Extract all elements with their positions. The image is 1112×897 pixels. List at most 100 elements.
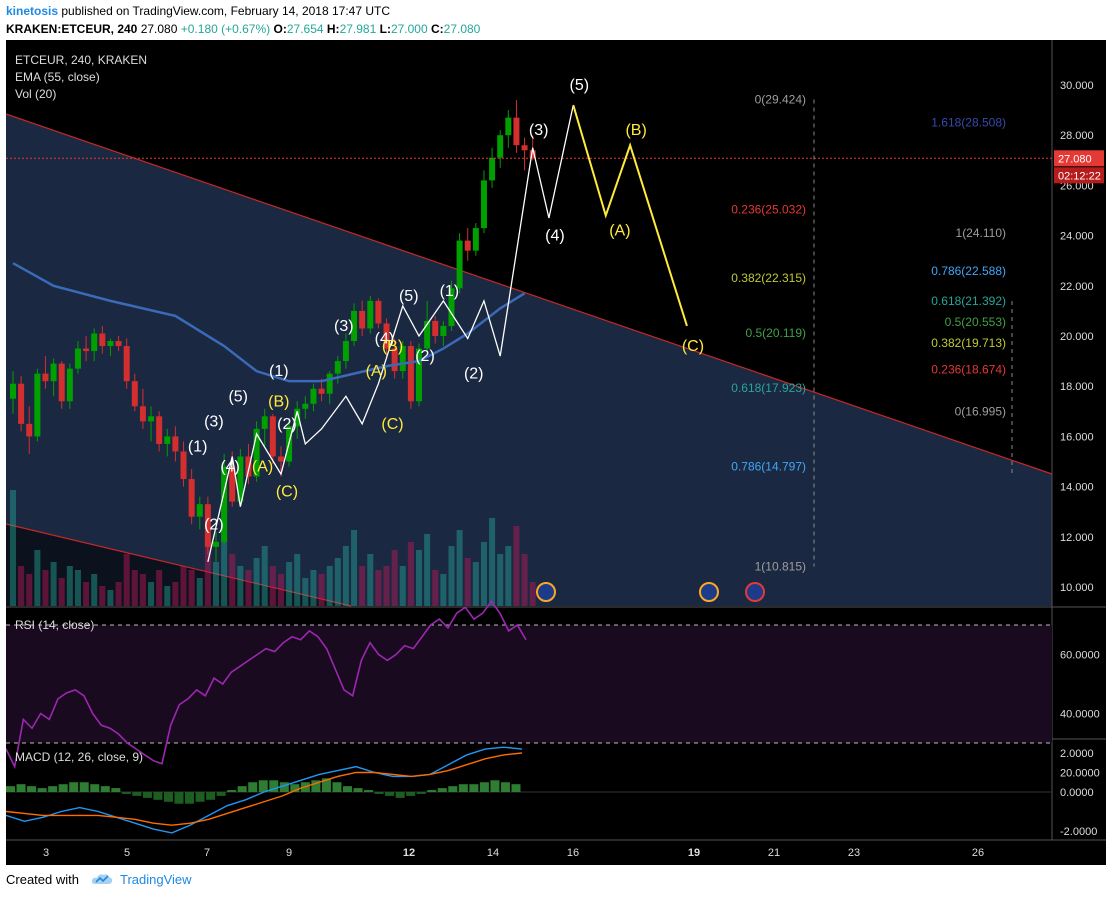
macd-histogram-bar: [79, 782, 89, 792]
candle-body: [229, 466, 236, 502]
volume-bar: [42, 570, 49, 606]
candle-body: [148, 416, 155, 422]
publish-line: kinetosis published on TradingView.com, …: [6, 4, 390, 18]
macd-line: [6, 746, 523, 834]
wave-label-yellow: (C): [381, 416, 403, 433]
chart-canvas[interactable]: 10.000 12.000 14.000 16.000 18.000 20.000 22.0…: [6, 40, 1106, 865]
volume-bar: [164, 586, 171, 606]
volume-bar: [480, 542, 487, 606]
candle-body: [448, 288, 455, 326]
price-tick-label: 22.000: [1060, 281, 1094, 293]
volume-bar: [10, 490, 16, 606]
macd-histogram-bar: [227, 790, 237, 792]
channel-fill: [6, 114, 1052, 606]
wave-label-white: (5): [228, 388, 248, 405]
wave-label-yellow: (B): [625, 122, 646, 139]
macd-histogram-bar: [406, 792, 416, 796]
macd-histogram-bar: [342, 786, 353, 792]
candle-body: [334, 361, 341, 374]
time-tick-label: 16: [567, 847, 579, 859]
fib-right-lower-label: 0.5(20.553): [945, 315, 1006, 329]
macd-histogram-bar: [448, 786, 458, 792]
macd-histogram-bar: [58, 784, 68, 792]
macd-histogram-bar: [469, 784, 479, 792]
volume-bar: [310, 570, 317, 606]
wave-label-white: (3): [334, 318, 354, 335]
macd-histogram-bar: [311, 780, 321, 792]
wave-label-white: (3): [529, 122, 549, 139]
countdown-text: 02:12:22: [1058, 170, 1101, 182]
macd-histogram-bar: [353, 788, 363, 792]
volume-bar: [456, 530, 463, 606]
candle-body: [529, 150, 536, 159]
rsi-legend: RSI (14, close): [15, 618, 94, 632]
fib-left-label: 0.236(25.032): [731, 203, 806, 217]
tradingview-link[interactable]: TradingView: [120, 872, 192, 887]
created-with-text: Created with: [6, 872, 79, 887]
wave-label-white: (1): [188, 438, 208, 455]
candle-body: [407, 346, 414, 402]
volume-bar: [74, 570, 81, 606]
volume-bar: [196, 578, 203, 606]
time-tick-label: 14: [487, 847, 499, 859]
candle-body: [261, 416, 268, 429]
macd-histogram-bar: [458, 784, 468, 792]
volume-bar: [131, 570, 138, 606]
volume-bar: [302, 578, 309, 606]
macd-histogram-bar: [90, 784, 100, 792]
volume-bar: [277, 574, 284, 606]
rsi-line: [6, 600, 527, 770]
price-tick-label: 18.000: [1060, 381, 1094, 393]
volume-bar: [440, 574, 447, 606]
time-tick-label: 23: [848, 847, 860, 859]
volume-bar: [148, 582, 155, 606]
candle-body: [342, 341, 349, 362]
wave-label-white: (1): [440, 283, 460, 300]
wave-label-yellow: (C): [682, 338, 704, 355]
candle-body: [399, 346, 406, 372]
volume-bar: [318, 574, 325, 606]
fib-left-label: 0.5(20.119): [746, 326, 807, 340]
macd-histogram-bar: [321, 778, 331, 792]
volume-bar: [497, 554, 504, 606]
candle-body: [416, 348, 422, 402]
fib-right-lower-label: 0.236(18.674): [931, 362, 1006, 376]
candle-body: [432, 320, 439, 336]
close-value: 27.080: [443, 22, 481, 36]
price-tick-label: 20.000: [1060, 331, 1094, 343]
macd-histogram-bar: [395, 792, 405, 798]
rsi-band: [6, 625, 1052, 743]
volume-bar: [180, 566, 187, 606]
volume-bar: [213, 562, 219, 606]
author-name[interactable]: kinetosis: [6, 4, 59, 18]
candle-body: [115, 341, 122, 347]
candle-body: [83, 348, 90, 352]
chart-frame[interactable]: 10.000 12.000 14.000 16.000 18.000 20.000 22.0…: [6, 40, 1106, 865]
volume-bar: [407, 542, 414, 606]
volume-bar: [342, 546, 349, 606]
macd-histogram-bar: [374, 792, 384, 794]
macd-histogram-bar: [132, 792, 142, 796]
macd-tick-label: -2.0000: [1060, 826, 1097, 838]
volume-bar: [472, 562, 479, 606]
candle-body: [456, 240, 463, 289]
macd-signal-line: [6, 752, 523, 826]
volume-bar: [237, 566, 244, 606]
candle-body: [302, 403, 309, 409]
fib-left-label: 1(10.815): [755, 560, 806, 574]
volume-bar: [294, 554, 301, 606]
candle-body: [489, 157, 496, 181]
price-tick-label: 12.000: [1060, 532, 1094, 544]
wave-path-yellow: [572, 104, 688, 327]
macd-histogram-bar: [153, 792, 163, 800]
macd-histogram-bar: [437, 788, 447, 792]
fib-right-upper-label: 1.618(28.508): [931, 115, 1006, 129]
wave-label-white: (4): [375, 331, 395, 348]
wave-label-yellow: (C): [276, 484, 298, 501]
candle-body: [164, 436, 171, 444]
volume-bar: [115, 582, 122, 606]
candle-body: [66, 368, 73, 402]
ema-line: [12, 262, 526, 383]
candle-body: [245, 456, 252, 477]
volume-bar: [375, 570, 382, 606]
